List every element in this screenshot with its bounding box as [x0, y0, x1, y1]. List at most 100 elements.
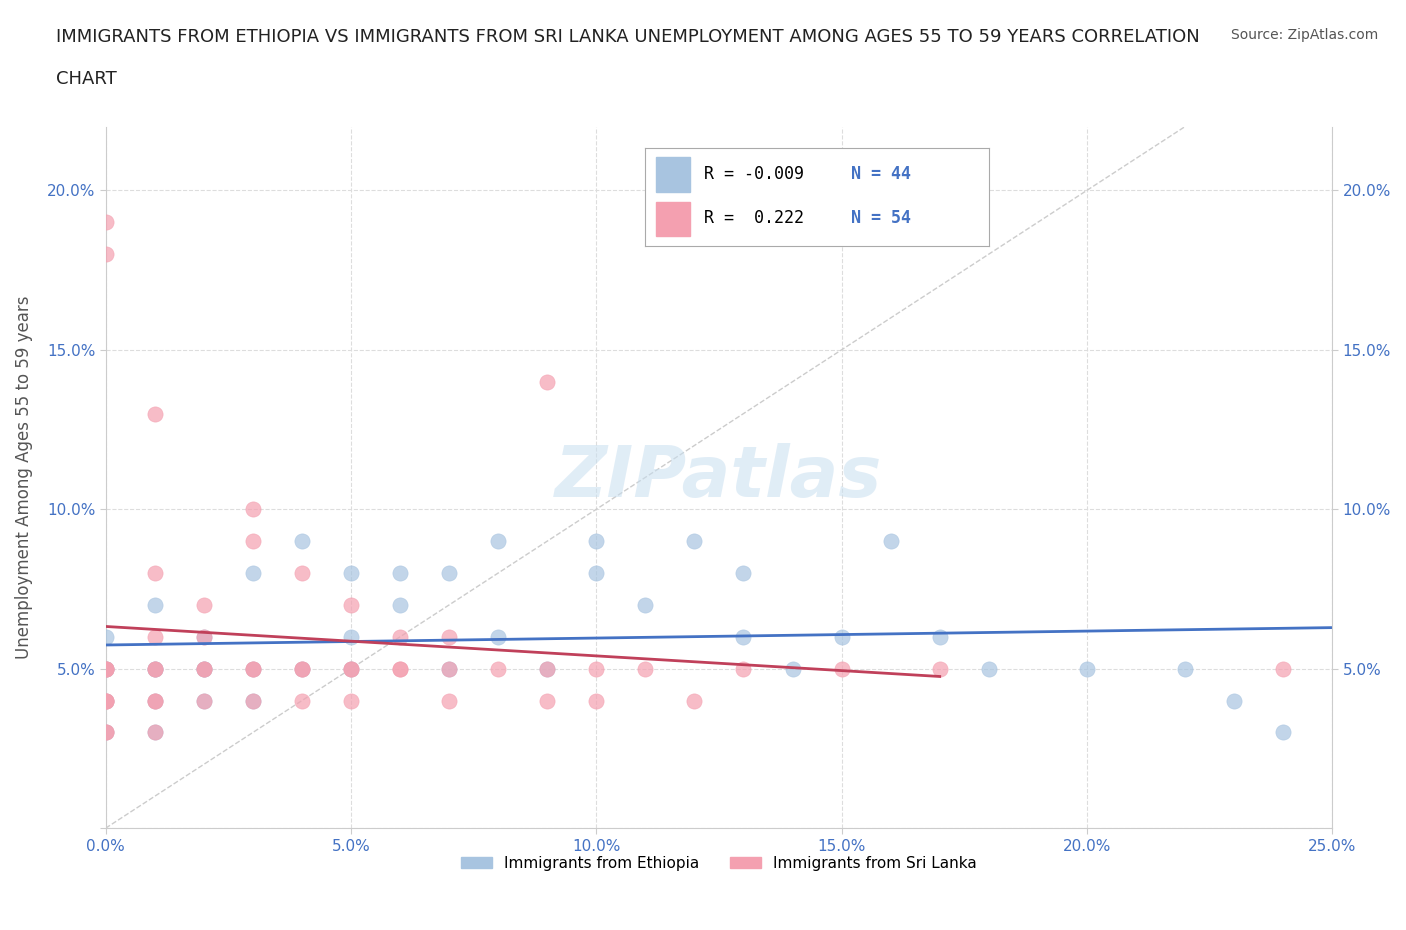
- Point: [437, 661, 460, 676]
- Point: [291, 693, 314, 708]
- Point: [242, 534, 264, 549]
- Point: [94, 661, 117, 676]
- Point: [143, 661, 166, 676]
- Point: [585, 693, 607, 708]
- Point: [242, 693, 264, 708]
- Point: [340, 597, 363, 612]
- Point: [683, 534, 706, 549]
- Point: [143, 725, 166, 740]
- Point: [1272, 725, 1295, 740]
- Point: [143, 693, 166, 708]
- Point: [1174, 661, 1197, 676]
- Point: [143, 597, 166, 612]
- Point: [94, 693, 117, 708]
- Point: [585, 534, 607, 549]
- Point: [928, 661, 950, 676]
- Point: [389, 630, 412, 644]
- Point: [634, 661, 657, 676]
- Point: [193, 630, 215, 644]
- Point: [94, 693, 117, 708]
- Point: [536, 661, 558, 676]
- Text: IMMIGRANTS FROM ETHIOPIA VS IMMIGRANTS FROM SRI LANKA UNEMPLOYMENT AMONG AGES 55: IMMIGRANTS FROM ETHIOPIA VS IMMIGRANTS F…: [56, 28, 1199, 46]
- Point: [193, 661, 215, 676]
- Point: [193, 597, 215, 612]
- Point: [340, 565, 363, 580]
- Point: [291, 661, 314, 676]
- Point: [193, 693, 215, 708]
- Point: [340, 661, 363, 676]
- Point: [242, 693, 264, 708]
- Point: [94, 630, 117, 644]
- Point: [94, 661, 117, 676]
- Point: [437, 693, 460, 708]
- Point: [437, 630, 460, 644]
- Point: [733, 565, 755, 580]
- Point: [340, 630, 363, 644]
- Point: [1076, 661, 1098, 676]
- Point: [291, 661, 314, 676]
- Text: CHART: CHART: [56, 70, 117, 87]
- Point: [831, 630, 853, 644]
- Point: [977, 661, 1000, 676]
- Point: [389, 661, 412, 676]
- Point: [536, 693, 558, 708]
- Point: [389, 597, 412, 612]
- Point: [389, 661, 412, 676]
- Point: [242, 661, 264, 676]
- Point: [340, 661, 363, 676]
- Point: [143, 725, 166, 740]
- Point: [94, 693, 117, 708]
- Text: Source: ZipAtlas.com: Source: ZipAtlas.com: [1230, 28, 1378, 42]
- Point: [193, 661, 215, 676]
- Point: [94, 661, 117, 676]
- Point: [94, 725, 117, 740]
- Point: [94, 215, 117, 230]
- Point: [94, 661, 117, 676]
- Point: [928, 630, 950, 644]
- Point: [143, 661, 166, 676]
- Point: [291, 565, 314, 580]
- Point: [437, 661, 460, 676]
- Point: [782, 661, 804, 676]
- Point: [143, 406, 166, 421]
- Point: [879, 534, 901, 549]
- Point: [831, 661, 853, 676]
- Point: [94, 661, 117, 676]
- Point: [242, 661, 264, 676]
- Point: [536, 374, 558, 389]
- Point: [585, 661, 607, 676]
- Point: [1272, 661, 1295, 676]
- Point: [94, 725, 117, 740]
- Point: [683, 693, 706, 708]
- Text: ZIPatlas: ZIPatlas: [555, 443, 883, 512]
- Point: [536, 661, 558, 676]
- Point: [143, 565, 166, 580]
- Point: [242, 502, 264, 517]
- Legend: Immigrants from Ethiopia, Immigrants from Sri Lanka: Immigrants from Ethiopia, Immigrants fro…: [456, 849, 983, 877]
- Point: [143, 693, 166, 708]
- Point: [143, 630, 166, 644]
- Point: [291, 534, 314, 549]
- Point: [193, 693, 215, 708]
- Point: [437, 565, 460, 580]
- Point: [340, 693, 363, 708]
- Point: [486, 630, 509, 644]
- Point: [193, 661, 215, 676]
- Point: [1223, 693, 1246, 708]
- Point: [486, 534, 509, 549]
- Point: [94, 693, 117, 708]
- Point: [143, 661, 166, 676]
- Point: [486, 661, 509, 676]
- Point: [291, 661, 314, 676]
- Point: [242, 661, 264, 676]
- Point: [585, 565, 607, 580]
- Point: [733, 661, 755, 676]
- Point: [94, 246, 117, 261]
- Point: [242, 565, 264, 580]
- Point: [634, 597, 657, 612]
- Point: [733, 630, 755, 644]
- Point: [143, 693, 166, 708]
- Point: [193, 661, 215, 676]
- Y-axis label: Unemployment Among Ages 55 to 59 years: Unemployment Among Ages 55 to 59 years: [15, 296, 32, 659]
- Point: [143, 661, 166, 676]
